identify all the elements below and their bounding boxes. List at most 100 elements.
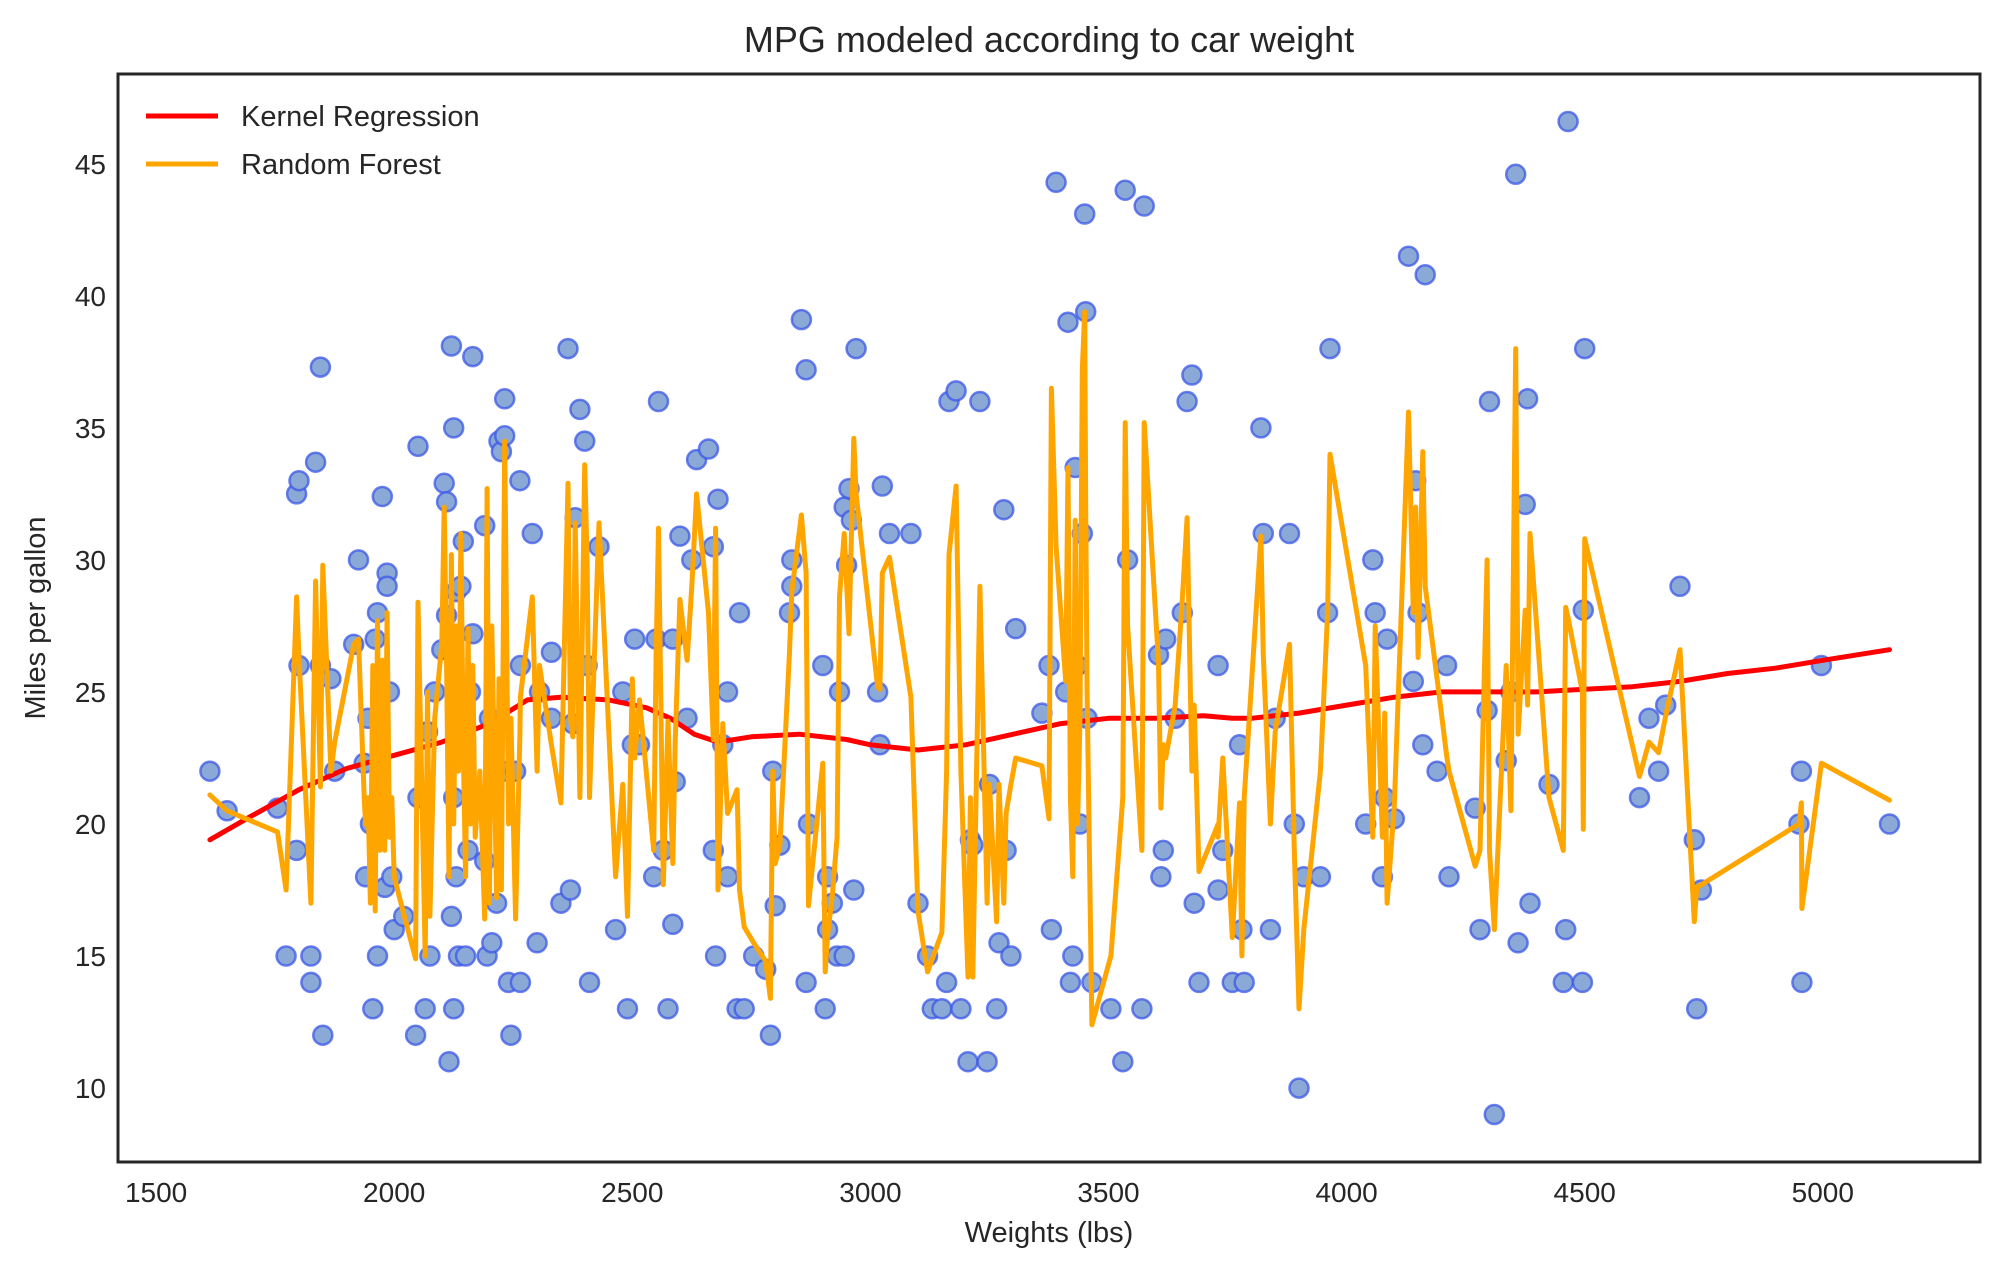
scatter-point xyxy=(442,417,465,439)
scatter-point xyxy=(950,998,972,1020)
y-tick-label: 10 xyxy=(75,1073,106,1104)
scatter-point xyxy=(697,438,720,460)
x-tick-label: 2000 xyxy=(363,1177,425,1208)
scatter-point xyxy=(414,998,436,1020)
y-tick-label: 35 xyxy=(75,413,106,444)
scatter-point xyxy=(623,628,646,650)
scatter-point xyxy=(1131,998,1153,1020)
scatter-point xyxy=(288,469,310,492)
scatter-point xyxy=(1250,417,1272,439)
scatter-point xyxy=(1557,110,1579,133)
scatter-point xyxy=(1507,932,1529,954)
scatter-point xyxy=(976,1050,998,1073)
scatter-point xyxy=(985,998,1008,1020)
scatter-point xyxy=(1469,918,1491,941)
series-line-random-forest xyxy=(207,309,1892,1028)
scatter-point xyxy=(1685,998,1708,1020)
legend-label-kernel-regression: Kernel Regression xyxy=(241,101,480,133)
scatter-point xyxy=(1669,575,1691,598)
scatter-point xyxy=(1412,734,1434,756)
scatter-point xyxy=(1504,163,1527,186)
scatter-point xyxy=(1426,760,1448,782)
scatter-point xyxy=(1573,337,1596,360)
scatter-point xyxy=(309,356,332,378)
legend: Kernel Regression Random Forest xyxy=(146,101,480,181)
scatter-point xyxy=(1150,866,1172,888)
scatter-point xyxy=(440,905,463,928)
scatter-point xyxy=(312,1024,334,1046)
scatter-point xyxy=(569,398,591,421)
scatter-point xyxy=(559,879,582,901)
scatter-point xyxy=(1133,195,1155,217)
x-tick-label: 4500 xyxy=(1554,1177,1616,1208)
scatter-point xyxy=(833,945,855,967)
scatter-point xyxy=(900,522,922,545)
scatter-point xyxy=(454,945,477,967)
scatter-point xyxy=(1062,945,1084,967)
x-tick-label: 3500 xyxy=(1077,1177,1139,1208)
scatter-point xyxy=(795,971,817,994)
scatter-point xyxy=(1478,390,1501,413)
scatter-point xyxy=(1004,617,1027,640)
scatter-point xyxy=(521,522,544,545)
scatter-point xyxy=(716,681,739,703)
scatter-point xyxy=(935,971,958,994)
scatter-point xyxy=(1000,945,1022,967)
scatter-point xyxy=(1057,311,1079,333)
scatter-point xyxy=(1045,171,1067,194)
scatter-point xyxy=(1519,892,1541,914)
x-axis-ticks: 1500 2000 2500 3000 3500 4000 4500 5000 xyxy=(125,1177,1854,1208)
scatter-point xyxy=(1207,879,1229,901)
scatter-point xyxy=(759,1024,782,1046)
scatter-point xyxy=(1790,760,1813,782)
scatter-point xyxy=(320,667,342,690)
plot-frame xyxy=(116,72,1982,1164)
scatter-point xyxy=(1438,866,1460,888)
scatter-point xyxy=(1647,760,1670,782)
scatter-point xyxy=(433,472,455,495)
x-tick-label: 5000 xyxy=(1792,1177,1854,1208)
scatter-point xyxy=(347,549,370,571)
scatter-point xyxy=(931,998,953,1020)
scatter-point xyxy=(878,522,901,545)
y-tick-label: 25 xyxy=(75,677,106,708)
scatter-point xyxy=(1402,670,1425,693)
scatter-point xyxy=(304,451,327,473)
scatter-point xyxy=(871,475,894,497)
scatter-point xyxy=(728,601,751,624)
scatter-point xyxy=(300,971,322,994)
scatter-point xyxy=(814,998,836,1020)
scatter-point xyxy=(1183,892,1205,914)
scatter-point xyxy=(1552,971,1575,994)
scatter-point xyxy=(366,945,389,967)
scatter-point xyxy=(764,895,786,917)
scatter-point xyxy=(1483,1103,1506,1126)
y-tick-label: 40 xyxy=(75,281,106,312)
scatter-point xyxy=(1073,203,1096,225)
scatter-point xyxy=(1259,918,1282,941)
scatter-point xyxy=(493,388,516,410)
scatter-point xyxy=(642,866,665,888)
scatter-point xyxy=(704,945,727,967)
scatter-point xyxy=(371,485,394,508)
x-tick-label: 4000 xyxy=(1315,1177,1377,1208)
scatter-point xyxy=(1114,179,1136,201)
scatter-point xyxy=(481,932,503,954)
scatter-point xyxy=(1100,998,1122,1020)
y-axis-label: Miles per gallon xyxy=(20,516,52,719)
scatter-point xyxy=(1152,839,1175,862)
y-tick-label: 20 xyxy=(75,809,106,840)
scatter-point xyxy=(540,641,563,664)
scatter-point xyxy=(573,430,596,452)
scatter-point xyxy=(1288,1077,1310,1099)
scatter-point xyxy=(1176,390,1198,413)
scatter-point xyxy=(669,525,691,547)
scatter-point xyxy=(790,308,813,331)
x-axis-label: Weights (lbs) xyxy=(965,1217,1134,1249)
scatter-point xyxy=(442,998,465,1020)
y-tick-label: 15 xyxy=(75,941,106,972)
y-axis-ticks: 10 15 20 25 30 35 40 45 xyxy=(75,149,106,1104)
scatter-point xyxy=(1878,813,1901,835)
scatter-point xyxy=(578,971,601,994)
scatter-point xyxy=(438,1050,460,1073)
